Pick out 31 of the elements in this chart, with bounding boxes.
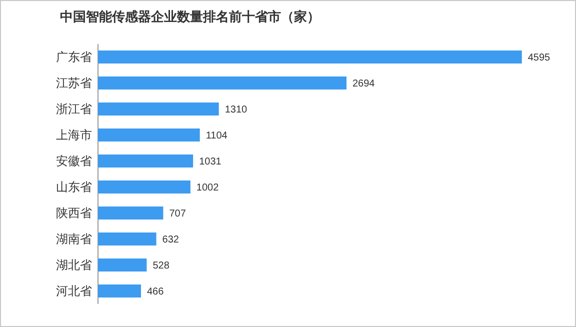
bar — [98, 258, 147, 272]
y-tick-label: 湖北省 — [56, 258, 92, 272]
y-tick-label: 广东省 — [56, 50, 92, 64]
y-tick-label: 安徽省 — [56, 154, 92, 168]
y-tick-label: 浙江省 — [56, 102, 92, 116]
data-label: 4595 — [528, 52, 551, 64]
y-tick-label: 上海市 — [56, 128, 92, 142]
bar — [98, 232, 156, 246]
y-tick-label: 陕西省 — [56, 206, 92, 220]
bar — [98, 128, 200, 142]
bar — [98, 284, 141, 298]
data-label: 2694 — [352, 78, 376, 90]
bar — [98, 50, 522, 64]
data-label: 1031 — [199, 156, 222, 168]
bar — [98, 102, 219, 116]
data-label: 707 — [169, 208, 186, 220]
y-tick-label: 河北省 — [56, 284, 92, 298]
bar — [98, 154, 194, 168]
data-label: 1002 — [196, 182, 220, 194]
bar — [98, 206, 164, 220]
bar — [98, 180, 190, 194]
data-label: 1310 — [224, 104, 248, 116]
data-label: 528 — [152, 260, 170, 272]
data-label: 1104 — [206, 130, 228, 142]
chart-title: 中国智能传感器企业数量排名前十省市（家） — [60, 9, 320, 24]
data-label: 466 — [146, 286, 164, 298]
y-tick-label: 山东省 — [56, 180, 92, 194]
bar — [98, 76, 346, 90]
data-label: 632 — [162, 234, 180, 246]
y-tick-label: 江苏省 — [56, 76, 92, 90]
y-tick-label: 湖南省 — [56, 232, 92, 246]
